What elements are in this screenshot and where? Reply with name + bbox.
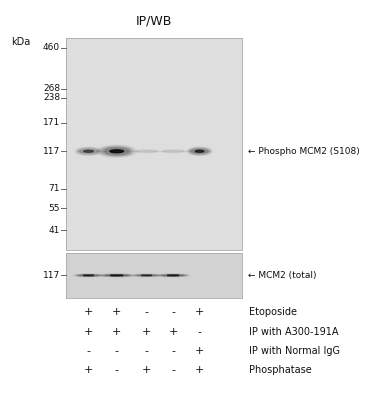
Text: IP with A300-191A: IP with A300-191A xyxy=(249,326,338,337)
Text: IP/WB: IP/WB xyxy=(136,14,172,27)
Ellipse shape xyxy=(78,274,99,276)
Ellipse shape xyxy=(77,150,100,152)
Text: +: + xyxy=(84,326,93,337)
Ellipse shape xyxy=(83,275,94,276)
Text: Phosphatase: Phosphatase xyxy=(249,365,311,375)
Text: 171: 171 xyxy=(43,118,60,127)
Ellipse shape xyxy=(137,275,156,276)
Ellipse shape xyxy=(141,275,152,276)
Ellipse shape xyxy=(189,148,210,154)
Ellipse shape xyxy=(136,275,158,276)
Ellipse shape xyxy=(101,147,132,156)
Text: 460: 460 xyxy=(43,44,60,52)
Text: +: + xyxy=(84,307,93,318)
Text: +: + xyxy=(168,326,178,337)
Ellipse shape xyxy=(104,274,130,276)
Text: +: + xyxy=(84,365,93,375)
Text: 268: 268 xyxy=(43,84,60,93)
Text: 55: 55 xyxy=(48,204,60,213)
Ellipse shape xyxy=(80,149,98,154)
Ellipse shape xyxy=(76,274,101,276)
Text: ← MCM2 (total): ← MCM2 (total) xyxy=(248,271,316,280)
Ellipse shape xyxy=(101,274,133,276)
Ellipse shape xyxy=(102,274,131,276)
Ellipse shape xyxy=(163,275,184,276)
Text: 117: 117 xyxy=(43,147,60,156)
Text: +: + xyxy=(112,326,122,337)
Text: -: - xyxy=(87,346,90,356)
Text: -: - xyxy=(145,307,149,318)
Ellipse shape xyxy=(134,274,159,276)
Ellipse shape xyxy=(195,150,204,152)
Point xyxy=(78,149,82,154)
Ellipse shape xyxy=(162,150,184,152)
Text: 71: 71 xyxy=(48,184,60,194)
Text: -: - xyxy=(198,326,202,337)
Ellipse shape xyxy=(99,146,134,156)
Ellipse shape xyxy=(188,150,211,152)
Text: +: + xyxy=(195,307,204,318)
Ellipse shape xyxy=(103,148,131,155)
Text: +: + xyxy=(112,307,122,318)
Ellipse shape xyxy=(110,150,123,153)
Text: 117: 117 xyxy=(43,271,60,280)
Text: IP with Normal IgG: IP with Normal IgG xyxy=(249,346,340,356)
Text: -: - xyxy=(171,307,175,318)
Ellipse shape xyxy=(161,274,185,276)
Ellipse shape xyxy=(105,275,128,276)
Text: -: - xyxy=(145,346,149,356)
Ellipse shape xyxy=(104,148,129,154)
Text: +: + xyxy=(195,346,204,356)
Text: 238: 238 xyxy=(43,93,60,102)
Text: +: + xyxy=(142,326,152,337)
Text: +: + xyxy=(195,365,204,375)
Ellipse shape xyxy=(160,274,186,276)
Ellipse shape xyxy=(158,274,188,276)
Text: +: + xyxy=(142,365,152,375)
Text: -: - xyxy=(171,346,175,356)
Ellipse shape xyxy=(84,150,93,152)
Text: -: - xyxy=(171,365,175,375)
Text: -: - xyxy=(115,365,119,375)
Text: -: - xyxy=(115,346,119,356)
Ellipse shape xyxy=(79,275,98,276)
Point xyxy=(206,149,211,154)
Ellipse shape xyxy=(167,275,179,276)
Text: ← Phospho MCM2 (S108): ← Phospho MCM2 (S108) xyxy=(248,147,359,156)
Ellipse shape xyxy=(105,150,128,152)
Text: kDa: kDa xyxy=(11,37,30,47)
Ellipse shape xyxy=(190,148,208,154)
Ellipse shape xyxy=(135,150,158,152)
Ellipse shape xyxy=(110,275,123,276)
Ellipse shape xyxy=(78,148,99,154)
Ellipse shape xyxy=(192,149,207,154)
Text: 41: 41 xyxy=(49,226,60,235)
Text: Etoposide: Etoposide xyxy=(249,307,297,318)
